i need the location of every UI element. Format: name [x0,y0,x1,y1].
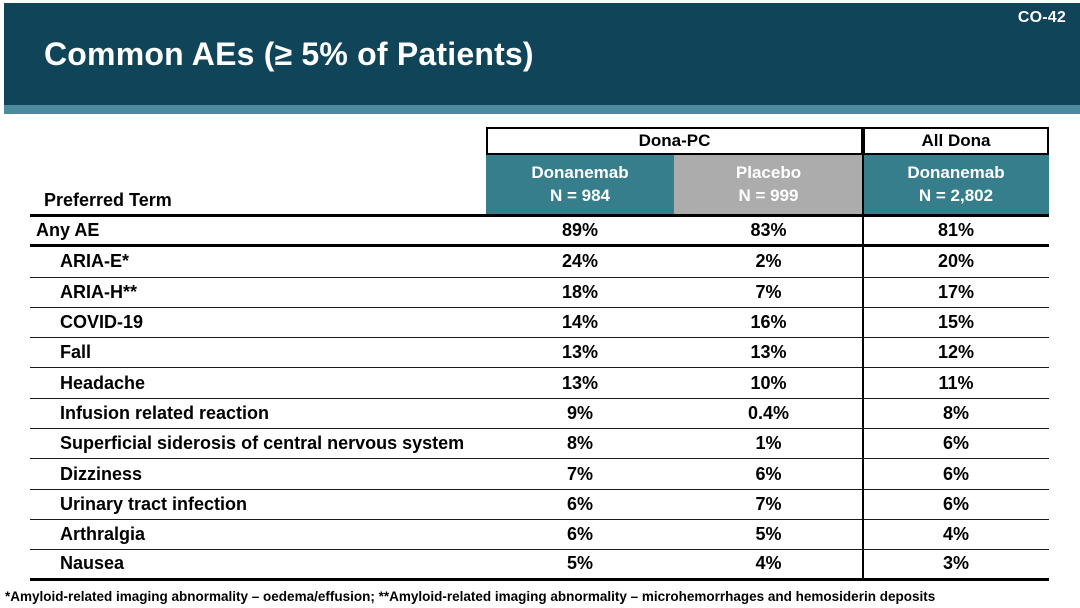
title-bar: Common AEs (≥ 5% of Patients) CO-42 [4,3,1080,105]
row-value-donanemab: 24% [561,251,599,272]
group-header-all-dona: All Dona [863,127,1049,155]
row-term: Urinary tract infection [60,493,248,514]
row-value-placebo: 7% [755,281,782,302]
row-value-all-dona: 6% [942,433,969,454]
row-term: Fall [60,342,92,363]
row-value-all-dona: 81% [937,220,975,241]
row-value-donanemab: 14% [561,312,599,333]
row-value-placebo: 7% [755,493,782,514]
column-n: N = 999 [738,185,799,205]
column-label: Donanemab [531,163,629,183]
table-body: Any AE 89% 83% 81% ARIA-E* 24% 2% 20% AR… [30,214,1049,581]
row-term: ARIA-H** [60,281,138,302]
row-value-donanemab: 18% [561,281,599,302]
all-dona-divider-line [862,127,864,581]
table-row: Superficial siderosis of central nervous… [30,429,1049,460]
row-term: Any AE [36,220,100,241]
row-value-placebo: 0.4% [747,402,790,423]
page-title: Common AEs (≥ 5% of Patients) [44,36,534,72]
row-value-placebo: 5% [755,524,782,545]
column-n: N = 984 [549,185,610,205]
preferred-term-label: Preferred Term [44,190,172,210]
table-row: Urinary tract infection 6% 7% 6% [30,490,1049,520]
column-header-donanemab-dona-pc: Donanemab N = 984 [486,155,674,214]
table-row: ARIA-E* 24% 2% 20% [30,247,1049,278]
row-value-donanemab: 13% [561,372,599,393]
row-term: Headache [60,372,146,393]
row-value-placebo: 83% [750,220,787,241]
row-value-placebo: 16% [750,312,787,333]
row-value-all-dona: 3% [942,553,969,574]
table-column-header-row: Preferred Term Donanemab N = 984 Placebo… [30,155,1049,214]
row-value-placebo: 1% [755,433,782,454]
row-term: Dizziness [60,463,143,484]
slide-code: CO-42 [1017,9,1066,26]
accent-strip [4,105,1080,114]
row-value-donanemab: 7% [566,463,593,484]
row-value-donanemab: 89% [561,220,599,241]
column-label: Donanemab [907,163,1005,183]
footnote: *Amyloid-related imaging abnormality – o… [5,589,936,604]
table-row: Dizziness 7% 6% 6% [30,459,1049,490]
row-value-donanemab: 13% [561,342,599,363]
row-value-donanemab: 6% [566,493,593,514]
row-value-donanemab: 6% [566,524,593,545]
row-value-all-dona: 6% [942,493,969,514]
column-header-placebo: Placebo N = 999 [674,155,863,214]
table-row: ARIA-H** 18% 7% 17% [30,278,1049,308]
row-value-donanemab: 5% [566,553,593,574]
ae-table: Dona-PC All Dona Preferred Term Donanema… [30,127,1049,581]
row-value-all-dona: 20% [937,251,975,272]
row-term: Infusion related reaction [60,402,270,423]
row-value-donanemab: 8% [566,433,593,454]
row-value-all-dona: 17% [937,281,975,302]
table-row: Infusion related reaction 9% 0.4% 8% [30,399,1049,430]
column-header-donanemab-all-dona: Donanemab N = 2,802 [863,155,1049,214]
row-term: Nausea [60,553,125,574]
column-label: Placebo [735,163,802,183]
row-value-donanemab: 9% [566,402,593,423]
group-header-dona-pc: Dona-PC [486,127,863,155]
table-row: Arthralgia 6% 5% 4% [30,520,1049,551]
table-row: Any AE 89% 83% 81% [30,217,1049,248]
row-value-all-dona: 4% [942,524,969,545]
row-value-placebo: 10% [750,372,787,393]
row-term: Arthralgia [60,524,146,545]
table-row: Fall 13% 13% 12% [30,338,1049,369]
row-value-all-dona: 15% [937,312,975,333]
row-term: ARIA-E* [60,251,130,272]
row-term: COVID-19 [60,312,144,333]
table-row: Headache 13% 10% 11% [30,368,1049,399]
table-group-header-row: Dona-PC All Dona [30,127,1049,155]
row-value-all-dona: 11% [938,372,974,393]
row-value-placebo: 2% [755,251,782,272]
column-n: N = 2,802 [918,185,994,205]
row-value-placebo: 4% [755,553,782,574]
row-term: Superficial siderosis of central nervous… [60,433,465,454]
row-value-all-dona: 6% [942,463,969,484]
row-value-all-dona: 8% [942,402,969,423]
row-value-all-dona: 12% [937,342,975,363]
row-value-placebo: 6% [755,463,782,484]
table-row: COVID-19 14% 16% 15% [30,308,1049,339]
row-value-placebo: 13% [750,342,787,363]
table-row: Nausea 5% 4% 3% [30,550,1049,581]
